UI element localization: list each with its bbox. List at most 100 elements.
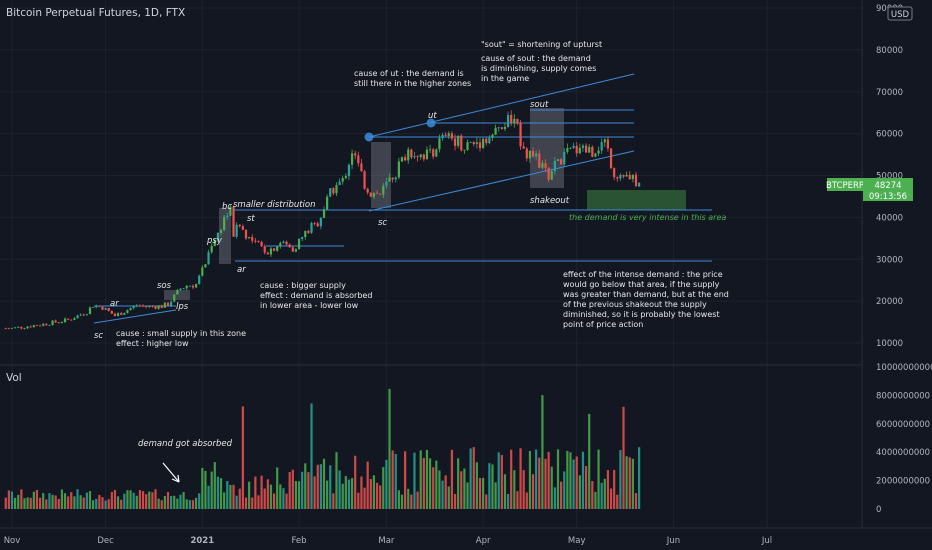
volume-bar (563, 471, 566, 509)
volume-bar (204, 470, 207, 509)
candle-body (347, 164, 351, 177)
candle-body (366, 188, 369, 193)
candle-body (219, 229, 223, 233)
note-demand-intense: the demand is very intense in this area (569, 213, 726, 222)
volume-bar (92, 500, 95, 509)
candle-body (478, 142, 482, 149)
candle-body (29, 326, 32, 328)
bc-box (219, 208, 231, 264)
candle-body (313, 223, 316, 224)
note-effect-intense-6: point of price action (563, 320, 643, 329)
candle-body (438, 138, 441, 150)
channel-lower (368, 150, 635, 212)
volume-bar (316, 464, 319, 509)
candle-body (157, 305, 160, 309)
candle-body (257, 240, 260, 242)
volume-bar (332, 493, 335, 509)
price-tag-box (863, 178, 913, 201)
candle-body (210, 245, 213, 253)
candle-body (35, 325, 39, 327)
volume-bar (503, 474, 507, 509)
note-cause-bigger-1: cause : bigger supply (260, 281, 346, 290)
candle-body (363, 171, 366, 189)
candle-body (166, 302, 170, 307)
volume-bar (491, 464, 494, 509)
volume-bar (322, 458, 326, 509)
currency-badge[interactable]: USD (891, 10, 910, 20)
label-bc: bc (222, 202, 232, 212)
candle-body (282, 241, 285, 243)
candle-body (266, 252, 269, 255)
candle-body (472, 142, 475, 145)
level-lines (93, 73, 712, 324)
candle-body (553, 160, 556, 172)
candle-body (519, 122, 522, 147)
candle-body (329, 188, 332, 197)
volume-bar (141, 491, 145, 509)
note-cause-bigger-2: effect : demand is absorbed (260, 291, 372, 300)
volume-bar (229, 484, 232, 509)
volume-tick-label: 10000000000 (876, 363, 932, 373)
volume-bar (194, 497, 198, 509)
volume-bar (76, 489, 79, 509)
volume-bar (535, 449, 538, 509)
candle-body (457, 135, 460, 146)
candle-body (547, 167, 550, 180)
candle-body (450, 133, 454, 139)
currency-badge-box[interactable] (887, 6, 913, 21)
candle-body (616, 177, 619, 179)
candle-body (297, 238, 301, 250)
candle-body (154, 306, 157, 309)
volume-bar (310, 403, 313, 509)
volume-bar (531, 474, 535, 509)
candle-body (413, 156, 416, 158)
volume-bar (622, 406, 625, 509)
label-ar-main: ar (237, 265, 246, 275)
volume-bar (603, 478, 606, 509)
time-tick-label: Nov (4, 536, 21, 546)
candle-body (63, 318, 67, 323)
volume-bar (609, 488, 613, 509)
volume-bar (254, 476, 257, 509)
volume-bar (606, 470, 610, 509)
candle-body (120, 313, 123, 315)
volume-bar (104, 500, 107, 509)
label-st: st (247, 214, 255, 224)
volume-bar (600, 482, 603, 509)
candle-body (503, 126, 507, 130)
volume-bar (26, 497, 29, 509)
volume-bar (366, 461, 369, 509)
candle-body (488, 137, 491, 144)
volume-bar (422, 457, 425, 509)
volume-bar (528, 450, 532, 509)
price-axis: 10000 20000 30000 40000 50000 60000 70000 80000… (876, 4, 903, 349)
volume-bar (276, 467, 279, 509)
price-tick-label: 20000 (876, 297, 903, 307)
volume-bar (45, 499, 48, 509)
volume-bar (98, 494, 101, 509)
volume-bar (379, 485, 382, 509)
candle-body (447, 133, 450, 136)
sos-box (164, 290, 190, 300)
candle-body (410, 149, 413, 158)
candle-body (129, 308, 132, 311)
candle-body (628, 174, 631, 180)
candle-body (238, 224, 241, 227)
demand-box (587, 190, 686, 210)
candle-body (88, 307, 92, 315)
volume-bar (572, 459, 575, 509)
candle-body (241, 226, 244, 230)
volume-bar (329, 465, 332, 509)
candle-body (14, 327, 17, 329)
candle-body (522, 146, 525, 149)
candle-body (613, 168, 616, 178)
volume-bar (385, 459, 388, 509)
volume-bar (616, 494, 619, 509)
label-sc-dec: sc (94, 331, 103, 341)
candle-body (135, 305, 138, 307)
volume-bar (335, 452, 338, 509)
volume-bar (497, 452, 500, 509)
volume-bar (198, 493, 201, 509)
note-cause-sout-1: cause of sout : the demand (481, 54, 591, 63)
